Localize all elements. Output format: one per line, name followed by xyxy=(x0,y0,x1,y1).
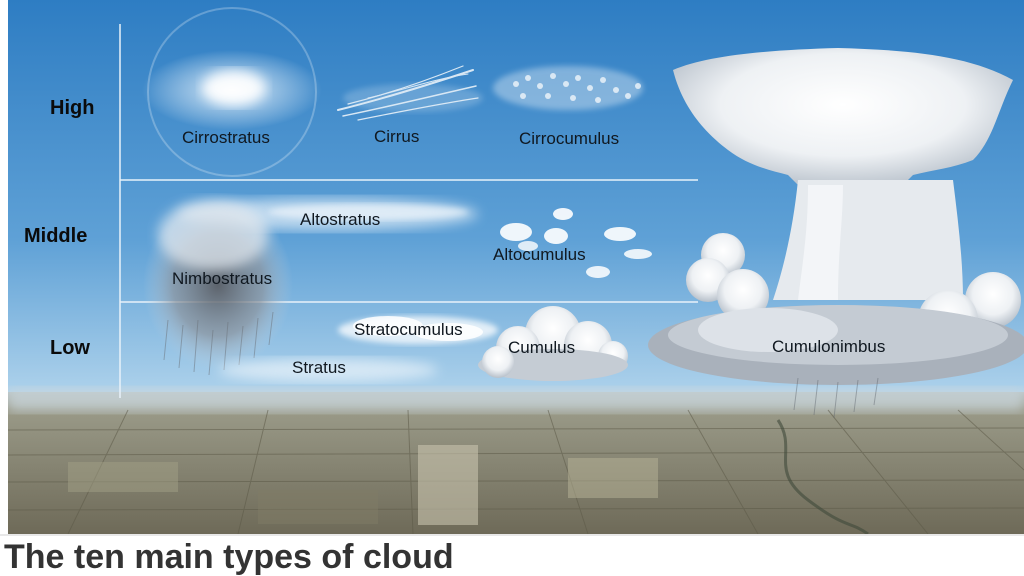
scene-illustration xyxy=(8,0,1024,534)
label-cumulus: Cumulus xyxy=(508,338,576,357)
altocumulus-cloud xyxy=(500,208,652,278)
cumulonimbus-cloud xyxy=(648,48,1024,419)
cirrus-cloud xyxy=(337,65,483,121)
level-label-low: Low xyxy=(50,337,90,359)
label-cumulonimbus: Cumulonimbus xyxy=(772,337,886,356)
label-cirrocumulus: Cirrocumulus xyxy=(519,129,620,148)
label-cirrus: Cirrus xyxy=(374,127,420,146)
label-nimbostratus: Nimbostratus xyxy=(172,269,273,288)
label-cirrostratus: Cirrostratus xyxy=(182,128,270,147)
stratus-cloud xyxy=(218,358,438,382)
level-label-high: High xyxy=(50,97,95,119)
caption-divider xyxy=(0,534,1024,536)
cirrostratus-cloud xyxy=(142,7,322,177)
cloud-chart-scene: High Middle Low Cirrostratus Cirrus Cirr… xyxy=(8,0,1024,534)
label-stratus: Stratus xyxy=(292,358,346,377)
cirrocumulus-cloud xyxy=(493,66,643,110)
label-altostratus: Altostratus xyxy=(300,210,381,229)
nimbostratus-cloud xyxy=(143,200,293,376)
label-altocumulus: Altocumulus xyxy=(493,245,586,264)
level-label-middle: Middle xyxy=(24,225,88,247)
slide-caption: The ten main types of cloud xyxy=(4,538,454,576)
cumulus-cloud xyxy=(478,306,628,381)
stratocumulus-cloud xyxy=(338,316,498,344)
farmland-ground xyxy=(8,388,1024,534)
label-stratocumulus: Stratocumulus xyxy=(354,320,463,339)
